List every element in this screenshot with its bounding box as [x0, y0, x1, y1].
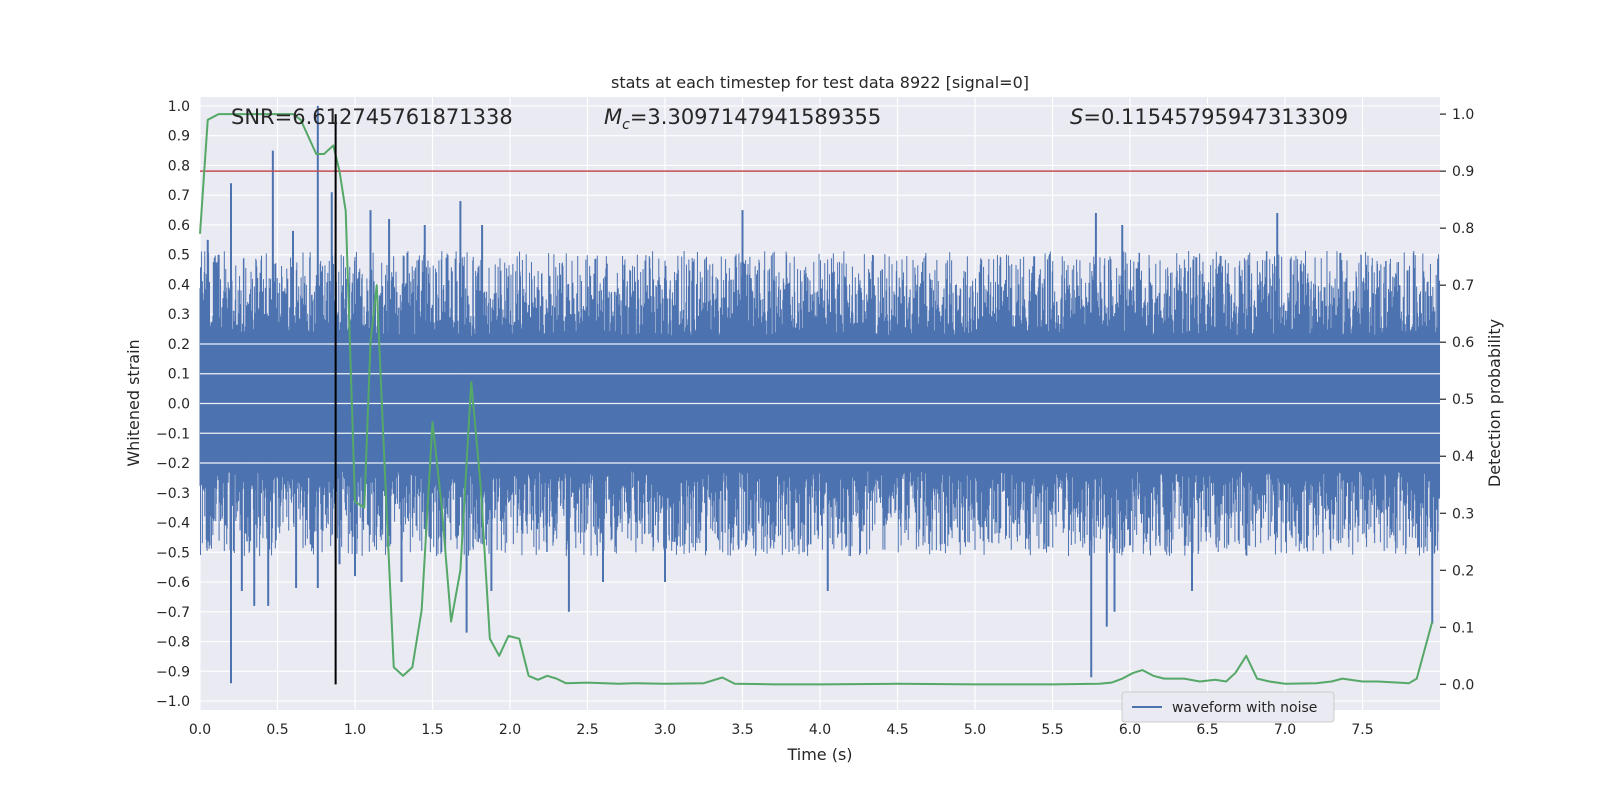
y-right-tick-label: 0.8: [1452, 221, 1474, 237]
overlay-lines: [199, 113, 1440, 686]
s-annotation: S=0.11545795947313309: [1070, 105, 1348, 129]
legend-waveform-label: waveform with noise: [1172, 700, 1317, 716]
snr-annotation: SNR=6.612745761871338: [231, 105, 513, 129]
y-left-tick-label: −1.0: [156, 694, 190, 710]
x-tick-label: 3.5: [731, 722, 753, 738]
y-left-tick-label: 0.1: [168, 367, 190, 383]
chirp-mass-symbol: M: [604, 105, 622, 129]
y-right-tick-label: 1.0: [1452, 107, 1474, 123]
chirp-mass-annotation: Mc=3.3097147941589355: [604, 105, 881, 133]
y-left-tick-label: 0.3: [168, 307, 190, 323]
x-tick-label: 5.5: [1041, 722, 1063, 738]
chirp-mass-value: =3.3097147941589355: [630, 105, 881, 129]
y-left-tick-label: 0.2: [168, 337, 190, 353]
s-value: =0.11545795947313309: [1083, 105, 1348, 129]
y-right-tick-label: 0.0: [1452, 677, 1474, 693]
y-left-tick-label: 0.5: [168, 248, 190, 264]
x-tick-label: 2.5: [576, 722, 598, 738]
y-right-tick-label: 0.5: [1452, 392, 1474, 408]
y-left-tick-label: 0.0: [168, 397, 190, 413]
y-left-tick-label: −0.8: [156, 635, 190, 651]
y-right-tick-label: 0.2: [1452, 563, 1474, 579]
x-tick-label: 3.0: [654, 722, 676, 738]
y-left-tick-label: −0.7: [156, 605, 190, 621]
y-left-tick-label: −0.4: [156, 516, 190, 532]
y-right-tick-label: 0.4: [1452, 449, 1474, 465]
legend-box: [1121, 691, 1335, 723]
x-tick-label: 5.0: [964, 722, 986, 738]
x-axis-ticks: 0.0 0.5 1.0 1.5 2.0 2.5 3.0 3.5 4.0 4.5 5.0 5.5 6.0 6…: [189, 722, 1374, 738]
y-right-tick-label: 0.6: [1452, 335, 1474, 351]
x-tick-label: 4.5: [886, 722, 908, 738]
x-tick-label: 7.0: [1274, 722, 1296, 738]
y-left-tick-label: −0.9: [156, 664, 190, 680]
y-left-tick-label: 0.9: [168, 129, 190, 145]
x-tick-label: 6.5: [1196, 722, 1218, 738]
y-left-tick-label: −0.6: [156, 575, 190, 591]
y-left-tick-label: 0.6: [168, 218, 190, 234]
x-tick-label: 2.0: [499, 722, 521, 738]
x-tick-label: 1.5: [421, 722, 443, 738]
y-left-tick-label: −0.1: [156, 426, 190, 442]
y-right-tick-label: 0.9: [1452, 164, 1474, 180]
chirp-mass-subscript: c: [622, 117, 630, 133]
y-left-tick-label: −0.2: [156, 456, 190, 472]
y-axis-left-label: Whitened strain: [124, 339, 143, 466]
y-left-tick-label: 0.8: [168, 158, 190, 174]
y-left-tick-label: 0.7: [168, 188, 190, 204]
x-axis-label: Time (s): [786, 745, 852, 764]
x-tick-label: 6.0: [1119, 722, 1141, 738]
detection-probability-line: [199, 113, 1434, 686]
y-axis-right-ticks: 1.0 0.9 0.8 0.7 0.6 0.5 0.4 0.3 0.2 0.1 0.0: [1440, 107, 1474, 693]
y-left-tick-label: 1.0: [168, 99, 190, 115]
y-left-tick-label: −0.5: [156, 545, 190, 561]
x-tick-label: 0.0: [189, 722, 211, 738]
y-left-tick-label: 0.4: [168, 277, 190, 293]
x-tick-label: 7.5: [1351, 722, 1373, 738]
y-left-tick-label: −0.3: [156, 486, 190, 502]
y-axis-left-ticks: 1.0 0.9 0.8 0.7 0.6 0.5 0.4 0.3 0.2 0.1 0.0 −0.1 −0.…: [156, 99, 190, 710]
y-right-tick-label: 0.1: [1452, 620, 1474, 636]
x-tick-label: 4.0: [809, 722, 831, 738]
x-tick-label: 1.0: [344, 722, 366, 738]
y-right-tick-label: 0.7: [1452, 278, 1474, 294]
s-symbol: S: [1070, 105, 1083, 129]
y-axis-right-label: Detection probability: [1485, 319, 1504, 487]
y-right-tick-label: 0.3: [1452, 506, 1474, 522]
x-tick-label: 0.5: [266, 722, 288, 738]
chart-title: stats at each timestep for test data 892…: [611, 73, 1029, 92]
legend: waveform with noise: [1121, 691, 1335, 723]
